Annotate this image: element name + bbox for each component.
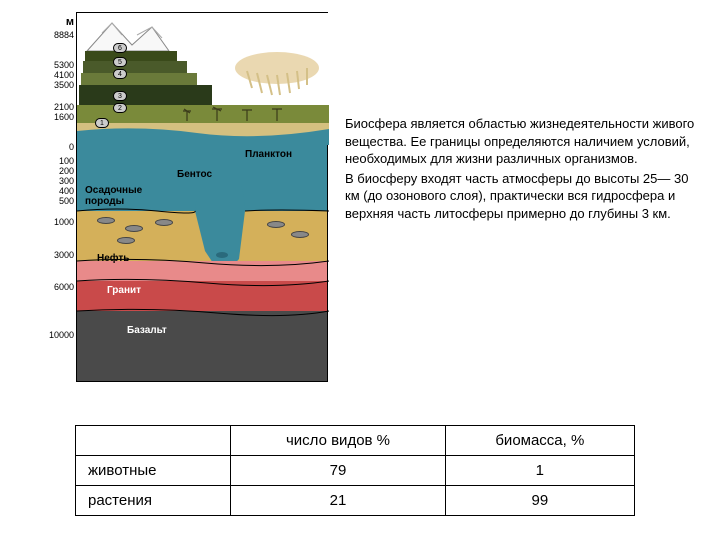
basalt-layer (77, 311, 327, 381)
axis-tick: 10000 (38, 330, 74, 340)
axis-tick: 4100 (38, 70, 74, 80)
benthos-label: Бентос (177, 169, 212, 180)
axis-tick: 6000 (38, 282, 74, 292)
oil-layer (77, 261, 327, 281)
table-row: животные 79 1 (76, 456, 635, 486)
depth-axis: м 8884 530041003500 21001600 0 1002003004005… (38, 12, 76, 392)
granite-label: Гранит (107, 285, 141, 296)
biosphere-diagram: м 88845300410035002100160001002003004005… (38, 12, 328, 392)
axis-tick: 200 (38, 166, 74, 176)
table-header-empty (76, 426, 231, 456)
zone-4: 4 (113, 69, 127, 79)
row-biomass: 1 (445, 456, 634, 486)
sed-rock (97, 217, 115, 224)
paragraph-1: Биосфера является областью жизнедеятельн… (345, 115, 705, 168)
mountain-svg (77, 13, 329, 145)
row-species: 21 (231, 486, 445, 516)
biomass-table: число видов % биомасса, % животные 79 1 … (75, 425, 635, 516)
axis-tick: 3500 (38, 80, 74, 90)
sedimentary-label: Осадочныепороды (85, 185, 142, 207)
description-text: Биосфера является областью жизнедеятельн… (345, 115, 705, 224)
zone-1: 1 (95, 118, 109, 128)
row-label: животные (76, 456, 231, 486)
zone-2: 2 (113, 103, 127, 113)
axis-title: м (38, 16, 74, 28)
axis-tick: 500 (38, 196, 74, 206)
zone-3: 3 (113, 91, 127, 101)
cross-section: 6 5 4 3 2 1 Планктон Бентос Осадочныепор… (76, 12, 328, 382)
zone-5: 5 (113, 57, 127, 67)
paragraph-2: В биосферу входят часть атмосферы до выс… (345, 170, 705, 223)
axis-tick: 1000 (38, 217, 74, 227)
axis-tick: 1600 (38, 112, 74, 122)
table-header-species: число видов % (231, 426, 445, 456)
axis-tick: 0 (38, 142, 74, 152)
sed-rock (291, 231, 309, 238)
axis-tick: 5300 (38, 60, 74, 70)
axis-tick: 3000 (38, 250, 74, 260)
oil-label: Нефть (97, 253, 129, 264)
axis-tick: 8884 (38, 30, 74, 40)
table-row: растения 21 99 (76, 486, 635, 516)
row-biomass: 99 (445, 486, 634, 516)
row-label: растения (76, 486, 231, 516)
sed-rock (155, 219, 173, 226)
axis-tick: 400 (38, 186, 74, 196)
axis-tick: 300 (38, 176, 74, 186)
sed-rock (267, 221, 285, 228)
sed-rock (117, 237, 135, 244)
axis-tick: 2100 (38, 102, 74, 112)
basalt-label: Базальт (127, 325, 167, 336)
table-header-row: число видов % биомасса, % (76, 426, 635, 456)
row-species: 79 (231, 456, 445, 486)
table-header-biomass: биомасса, % (445, 426, 634, 456)
plankton-label: Планктон (245, 149, 292, 160)
axis-tick: 100 (38, 156, 74, 166)
zone-6: 6 (113, 43, 127, 53)
sed-rock (125, 225, 143, 232)
